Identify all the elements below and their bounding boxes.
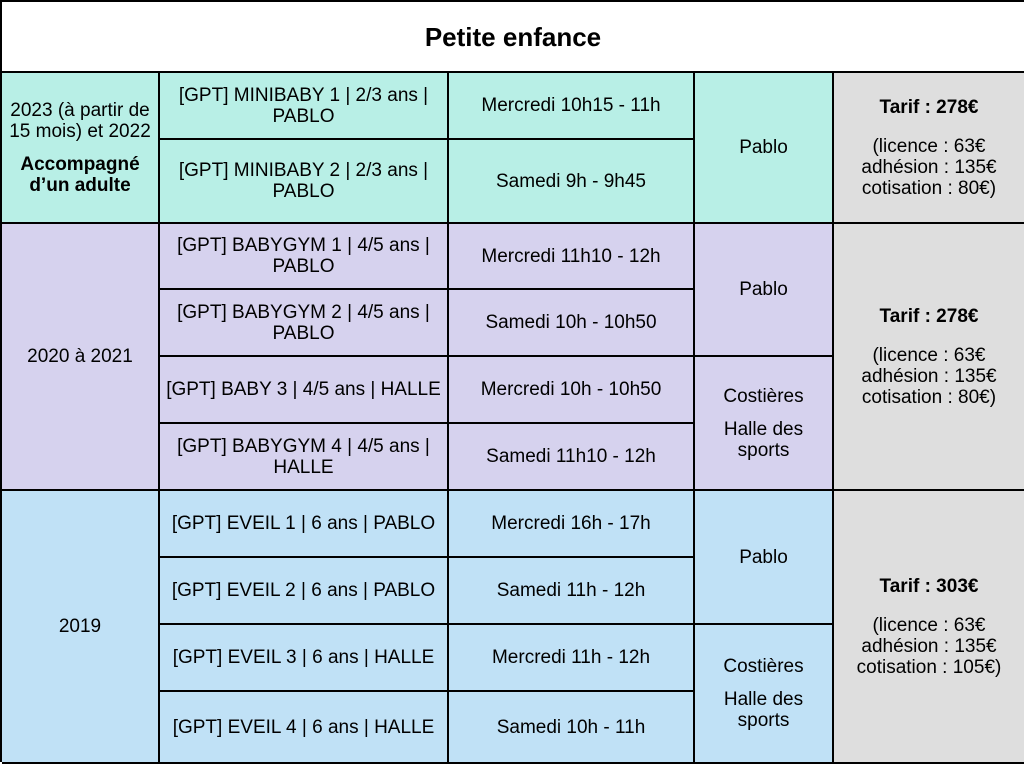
tarif-price: Tarif : 278€ [879, 305, 979, 327]
venue-name: Pablo [739, 546, 788, 568]
tarif-cotisation: cotisation : 80€) [861, 177, 997, 199]
tarif-cotisation: cotisation : 80€) [861, 386, 997, 408]
venue-cell: Pablo [695, 73, 834, 224]
age-label: 2020 à 2021 [27, 346, 133, 367]
tarif-price: Tarif : 278€ [879, 96, 979, 118]
course-name: [GPT] BABY 3 | 4/5 ans | HALLE [160, 357, 449, 424]
course-name: [GPT] MINIBABY 2 | 2/3 ans | PABLO [160, 140, 449, 224]
course-time: Mercredi 10h - 10h50 [449, 357, 695, 424]
age-group-cell: 2020 à 2021 [2, 224, 160, 491]
tarif-licence: (licence : 63€ [872, 614, 986, 636]
course-time: Samedi 11h10 - 12h [449, 424, 695, 491]
age-label: 2023 (à partir de 15 mois) et 2022 [9, 99, 151, 142]
course-name: [GPT] EVEIL 2 | 6 ans | PABLO [160, 558, 449, 625]
accompanied-note: Accompagné d’un adulte [20, 153, 140, 196]
tarif-adhesion: adhésion : 135€ [861, 156, 997, 178]
course-time: Mercredi 10h15 - 11h [449, 73, 695, 140]
course-time: Samedi 9h - 9h45 [449, 140, 695, 224]
age-group-cell: 2019 [2, 491, 160, 764]
venue-name: Pablo [739, 279, 788, 300]
course-time: Mercredi 11h - 12h [449, 625, 695, 692]
tarif-cell: Tarif : 278€ (licence : 63€ adhésion : 1… [834, 224, 1024, 491]
course-name: [GPT] EVEIL 4 | 6 ans | HALLE [160, 692, 449, 764]
venue-subname: Halle des sports [723, 418, 804, 461]
course-name: [GPT] BABYGYM 4 | 4/5 ans | HALLE [160, 424, 449, 491]
tarif-cell: Tarif : 303€ (licence : 63€ adhésion : 1… [834, 491, 1024, 764]
age-group-cell: 2023 (à partir de 15 mois) et 2022 Accom… [2, 73, 160, 224]
course-time: Samedi 10h - 10h50 [449, 290, 695, 357]
page-title: Petite enfance [2, 2, 1024, 73]
tarif-licence: (licence : 63€ [872, 135, 986, 157]
tarif-adhesion: adhésion : 135€ [861, 365, 997, 387]
course-name: [GPT] EVEIL 3 | 6 ans | HALLE [160, 625, 449, 692]
tarif-cell: Tarif : 278€ (licence : 63€ adhésion : 1… [834, 73, 1024, 224]
venue-cell: Costières Halle des sports [695, 357, 834, 491]
course-time: Mercredi 16h - 17h [449, 491, 695, 558]
tarif-licence: (licence : 63€ [872, 344, 986, 366]
venue-name: Costières [723, 385, 804, 407]
course-name: [GPT] BABYGYM 1 | 4/5 ans | PABLO [160, 224, 449, 290]
course-name: [GPT] BABYGYM 2 | 4/5 ans | PABLO [160, 290, 449, 357]
venue-name: Pablo [739, 137, 788, 158]
course-name: [GPT] EVEIL 1 | 6 ans | PABLO [160, 491, 449, 558]
course-name: [GPT] MINIBABY 1 | 2/3 ans | PABLO [160, 73, 449, 140]
venue-cell: Pablo [695, 491, 834, 625]
course-time: Samedi 10h - 11h [449, 692, 695, 764]
tarif-cotisation: cotisation : 105€) [856, 656, 1002, 678]
course-time: Samedi 11h - 12h [449, 558, 695, 625]
course-time: Mercredi 11h10 - 12h [449, 224, 695, 290]
venue-cell: Costières Halle des sports [695, 625, 834, 764]
venue-subname: Halle des sports [723, 689, 804, 731]
venue-cell: Pablo [695, 224, 834, 357]
age-label: 2019 [58, 616, 102, 637]
tarif-adhesion: adhésion : 135€ [861, 635, 997, 657]
tarif-price: Tarif : 303€ [879, 575, 979, 597]
venue-name: Costières [723, 656, 804, 677]
